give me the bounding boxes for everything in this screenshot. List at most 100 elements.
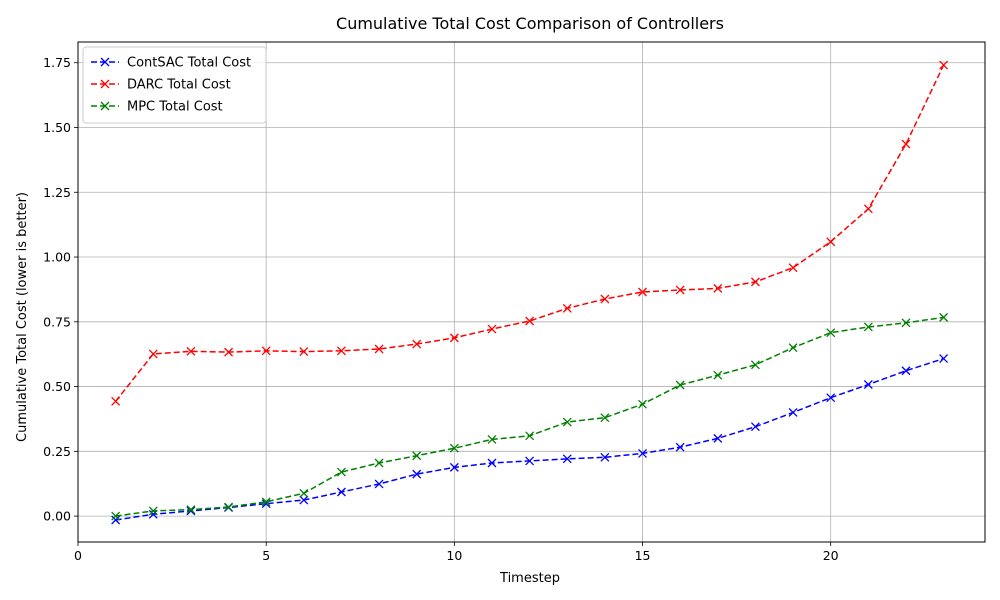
legend-item: ContSAC Total Cost — [91, 56, 251, 71]
data-point-marker — [525, 431, 535, 441]
marker-stroke — [638, 448, 647, 458]
x-tick-label: 0 — [74, 548, 82, 563]
data-point-marker — [148, 509, 158, 519]
data-point-marker — [901, 318, 911, 328]
marker-stroke — [412, 469, 422, 479]
marker-stroke — [788, 343, 798, 353]
marker-stroke — [148, 349, 158, 359]
data-point-marker — [638, 287, 647, 297]
marker-stroke — [600, 294, 610, 304]
marker-stroke — [863, 380, 873, 389]
data-point-marker — [562, 303, 572, 313]
y-tick-label: 0.75 — [43, 314, 71, 329]
marker-stroke — [600, 413, 610, 423]
legend-item: MPC Total Cost — [91, 100, 223, 115]
data-point-marker — [111, 396, 121, 406]
data-point-marker — [186, 346, 196, 356]
y-tick-label: 0.25 — [43, 444, 71, 459]
legend-label: MPC Total Cost — [127, 100, 223, 115]
marker-stroke — [562, 417, 572, 427]
data-point-marker — [600, 294, 610, 304]
data-point-marker — [901, 366, 911, 376]
marker-stroke — [148, 509, 158, 519]
data-point-marker — [449, 443, 459, 453]
marker-stroke — [336, 487, 346, 497]
marker-stroke — [788, 408, 798, 417]
data-point-marker — [336, 467, 346, 477]
y-tick-label: 0.50 — [43, 379, 71, 394]
legend-marker — [100, 79, 110, 89]
data-point-marker — [750, 277, 760, 287]
data-point-marker — [826, 393, 836, 403]
marker-stroke — [901, 318, 911, 328]
data-point-marker — [675, 442, 685, 452]
marker-stroke — [826, 393, 836, 403]
legend-label: ContSAC Total Cost — [127, 56, 251, 71]
data-point-marker — [374, 344, 384, 354]
data-point-marker — [299, 495, 309, 505]
series-layer — [111, 60, 949, 525]
marker-stroke — [562, 454, 572, 464]
data-point-marker — [826, 328, 836, 338]
data-point-marker — [675, 380, 685, 390]
y-tick-label: 1.75 — [43, 55, 71, 70]
series-3 — [111, 312, 949, 521]
marker-stroke — [449, 443, 459, 453]
marker-stroke — [111, 511, 121, 521]
marker-stroke — [374, 479, 384, 489]
data-point-marker — [788, 343, 798, 353]
marker-stroke — [826, 328, 836, 338]
marker-stroke — [412, 451, 422, 461]
marker-stroke — [750, 277, 760, 287]
data-point-marker — [600, 413, 610, 423]
chart-title: Cumulative Total Cost Comparison of Cont… — [336, 14, 724, 33]
marker-stroke — [261, 346, 271, 356]
marker-stroke — [863, 204, 873, 214]
data-point-marker — [638, 448, 647, 458]
marker-stroke — [336, 346, 346, 356]
x-axis-label: Timestep — [499, 571, 560, 586]
marker-stroke — [487, 434, 497, 444]
data-point-marker — [939, 354, 949, 364]
plot-frame — [77, 41, 986, 543]
marker-stroke — [148, 506, 158, 516]
legend-marker — [100, 57, 110, 67]
data-point-marker — [600, 452, 610, 462]
data-point-marker — [750, 360, 760, 370]
marker-stroke — [299, 347, 309, 357]
x-tick-label: 20 — [823, 548, 839, 563]
marker-stroke — [336, 467, 346, 477]
data-point-marker — [713, 433, 723, 443]
data-point-marker — [713, 283, 723, 293]
data-point-marker — [713, 370, 723, 380]
data-point-marker — [336, 346, 346, 356]
marker-stroke — [261, 497, 271, 507]
data-point-marker — [299, 347, 309, 357]
data-point-marker — [525, 456, 535, 466]
data-point-marker — [374, 458, 384, 468]
data-point-marker — [487, 324, 497, 334]
marker-stroke — [713, 370, 723, 380]
marker-stroke — [449, 462, 459, 472]
data-point-marker — [562, 454, 572, 464]
data-point-marker — [750, 422, 760, 432]
series-line — [115, 64, 945, 402]
data-point-marker — [111, 515, 121, 525]
data-point-marker — [863, 204, 873, 214]
data-point-marker — [186, 505, 196, 515]
marker-stroke — [750, 422, 760, 432]
marker-stroke — [111, 396, 121, 406]
legend-item: DARC Total Cost — [91, 78, 231, 93]
data-point-marker — [863, 322, 873, 332]
marker-stroke — [939, 60, 949, 70]
data-point-marker — [487, 458, 497, 468]
marker-stroke — [713, 433, 723, 443]
data-point-marker — [261, 497, 271, 507]
marker-stroke — [412, 339, 422, 349]
marker-stroke — [525, 456, 535, 466]
data-point-marker — [487, 434, 497, 444]
data-point-marker — [111, 511, 121, 521]
y-axis-label: Cumulative Total Cost (lower is better) — [15, 192, 30, 442]
marker-stroke — [863, 322, 873, 332]
y-tick-label: 0.00 — [43, 509, 71, 524]
